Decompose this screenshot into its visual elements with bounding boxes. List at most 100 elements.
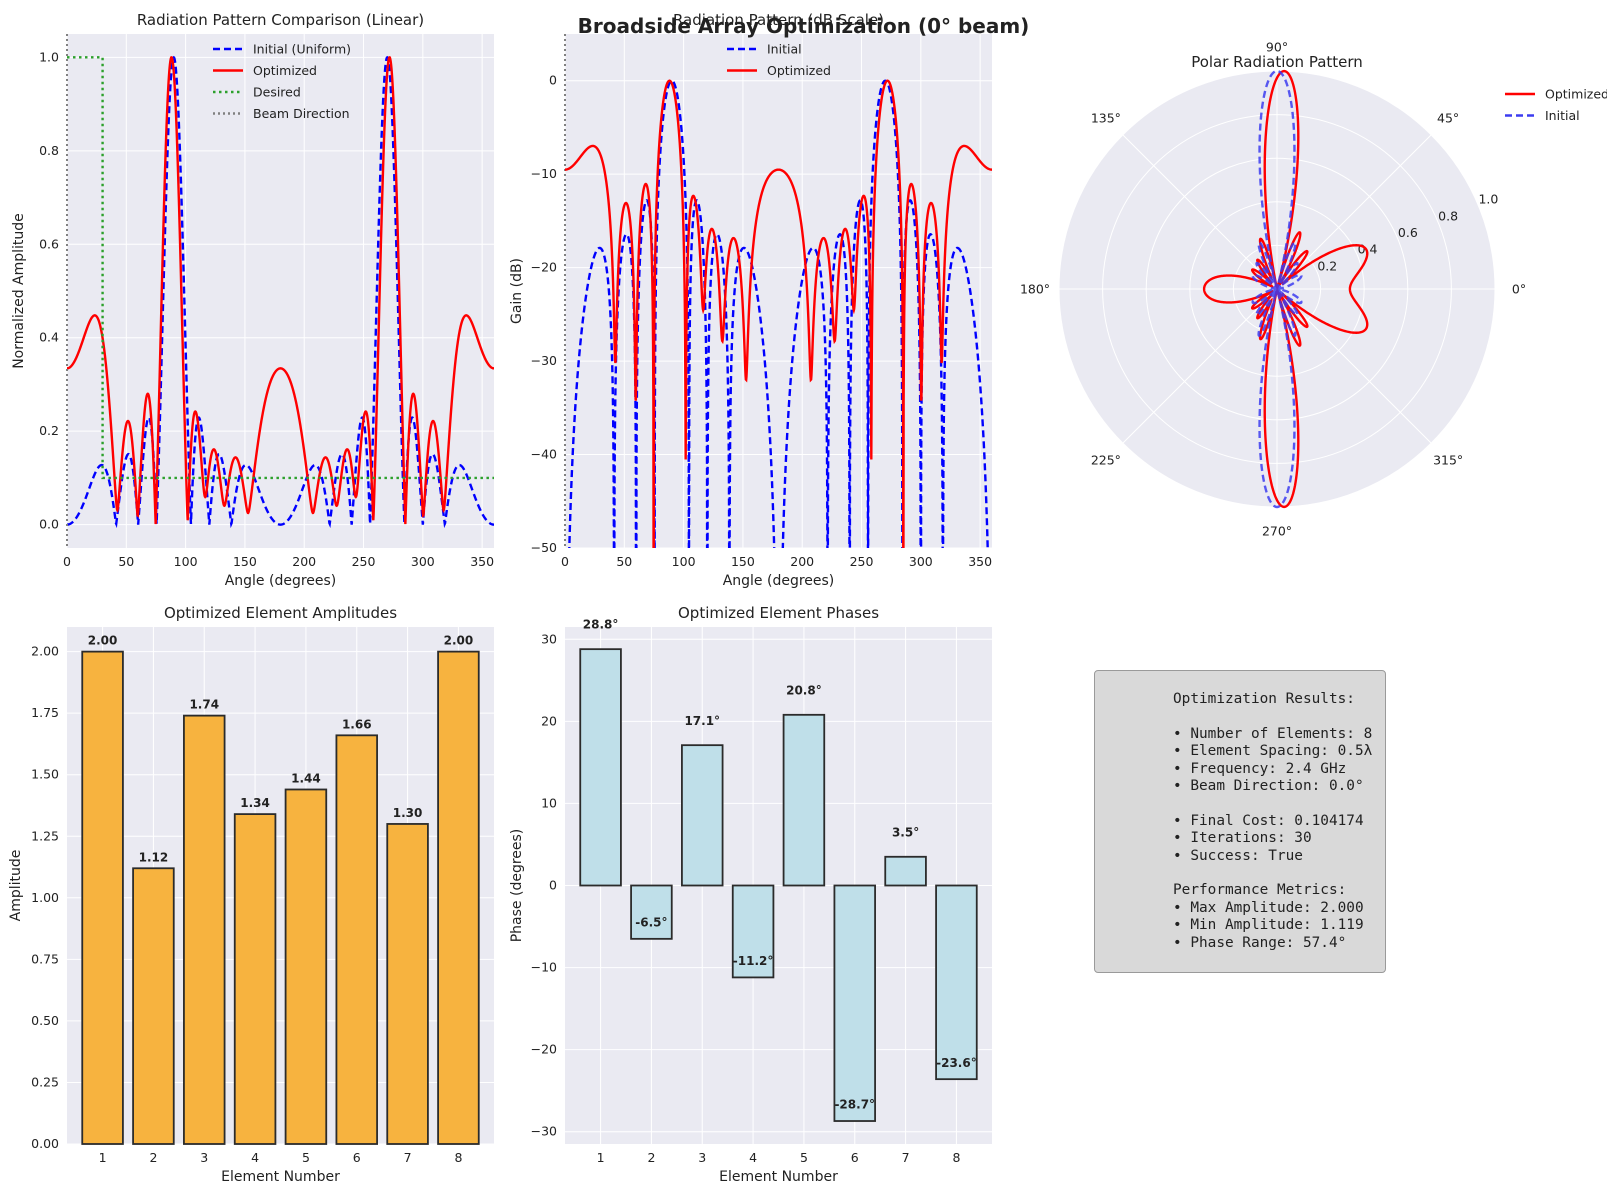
amps-ytick-label: 1.00 (31, 890, 59, 905)
polar-r-label: 0.6 (1398, 225, 1418, 240)
phases-bar-label: -28.7° (834, 1098, 875, 1112)
amps-xtick-label: 1 (99, 1150, 107, 1165)
polar-angle-label: 180° (1020, 282, 1050, 297)
linear-series-initial (67, 55, 494, 529)
phases-bar (681, 744, 724, 887)
linear-ytick-label: 0.0 (39, 517, 59, 532)
db-title: Radiation Pattern (dB Scale) (673, 11, 884, 29)
amps-bar (437, 650, 480, 1145)
phases-bar (782, 713, 826, 887)
amps-bar (132, 867, 175, 1145)
linear-xlabel: Angle (degrees) (225, 573, 337, 589)
phases-ytick-label: 30 (541, 631, 557, 646)
db-xtick-label: 300 (909, 554, 933, 569)
db-ytick-label: −20 (531, 260, 557, 275)
amps-ytick-label: 2.00 (31, 644, 59, 659)
polar-angle-label: 90° (1266, 40, 1288, 55)
polar-angle-label: 270° (1262, 524, 1292, 539)
phases-ytick-label: 10 (541, 795, 557, 810)
amps-bar-label: 1.74 (189, 698, 219, 712)
linear-xtick-label: 300 (411, 554, 435, 569)
phases-xtick-label: 8 (952, 1150, 960, 1165)
phases-xtick-label: 7 (902, 1150, 910, 1165)
phases-bar (579, 648, 622, 887)
db-plot-area (565, 34, 992, 548)
phases-bar (884, 855, 927, 887)
linear-xtick-label: 350 (470, 554, 494, 569)
linear-ytick-label: 1.0 (39, 49, 59, 64)
db-xtick-label: 0 (561, 554, 569, 569)
polar-legend-label: Optimized (1545, 87, 1607, 102)
phases-xlabel: Element Number (719, 1169, 838, 1185)
phases-ylabel: Phase (degrees) (509, 829, 525, 943)
db-ytick-label: −50 (531, 540, 557, 555)
phases-bar (935, 884, 978, 1081)
polar-angle-label: 0° (1512, 282, 1526, 297)
amps-ytick-label: 1.75 (31, 705, 59, 720)
amps-xtick-label: 2 (149, 1150, 157, 1165)
amps-bar-label: 1.12 (139, 850, 169, 864)
phases-bar (731, 884, 775, 979)
amps-bar-label: 2.00 (88, 634, 118, 648)
polar-agrid (1276, 134, 1432, 290)
db-axes: 0 50 100 150 200 250 300 350 0 −10 −20 −30 −40 −50 Rad… (509, 11, 992, 589)
phases-bar (833, 884, 876, 1122)
db-xlabel: Angle (degrees) (723, 573, 835, 589)
phases-ytick-label: −30 (531, 1124, 557, 1139)
db-ytick-label: 0 (549, 73, 557, 88)
amps-xtick-label: 8 (454, 1150, 462, 1165)
db-legend-label: Initial (767, 42, 802, 57)
phases-ytick-label: 20 (541, 713, 557, 728)
linear-xtick-label: 50 (118, 554, 134, 569)
amps-bar-label: 2.00 (444, 634, 474, 648)
db-ytick-label: −30 (531, 353, 557, 368)
polar-agrid (1122, 288, 1278, 444)
phases-xtick-label: 1 (597, 1150, 605, 1165)
linear-ytick-label: 0.8 (39, 143, 59, 158)
amps-ytick-label: 1.50 (31, 767, 59, 782)
linear-xtick-label: 100 (174, 554, 198, 569)
db-xtick-label: 50 (616, 554, 632, 569)
phases-bar-label: 17.1° (684, 714, 720, 728)
linear-xtick-label: 250 (352, 554, 376, 569)
optimization-results-box: Optimization Results: • Number of Elemen… (1094, 670, 1386, 973)
amps-bar (386, 823, 429, 1145)
amps-bar-label: 1.30 (393, 806, 423, 820)
amps-bar-label: 1.66 (342, 717, 372, 731)
db-ytick-label: −10 (531, 166, 557, 181)
polar-agrid (1276, 288, 1432, 444)
polar-r-label: 0.2 (1317, 258, 1337, 273)
db-xtick-label: 150 (731, 554, 755, 569)
linear-ytick-label: 0.2 (39, 423, 59, 438)
linear-title: Radiation Pattern Comparison (Linear) (137, 11, 424, 29)
linear-ylabel: Normalized Amplitude (11, 213, 27, 369)
phases-xtick-label: 4 (749, 1150, 757, 1165)
linear-legend-label: Initial (Uniform) (253, 42, 351, 57)
db-xtick-label: 100 (672, 554, 696, 569)
amps-xtick-label: 4 (251, 1150, 259, 1165)
linear-legend-label: Beam Direction (253, 106, 350, 121)
phases-xtick-label: 2 (647, 1150, 655, 1165)
polar-title: Polar Radiation Pattern (1191, 53, 1363, 71)
amps-bar (335, 734, 378, 1145)
phases-bar-label: -6.5° (635, 915, 667, 929)
phases-xtick-label: 6 (851, 1150, 859, 1165)
db-ytick-label: −40 (531, 447, 557, 462)
polar-angle-label: 135° (1091, 110, 1121, 125)
linear-xtick-label: 150 (233, 554, 257, 569)
polar-angle-label: 315° (1433, 453, 1463, 468)
phases-xtick-label: 3 (698, 1150, 706, 1165)
polar-series-initial (1251, 69, 1303, 509)
figure-suptitle: Broadside Array Optimization (0° beam) (577, 14, 1030, 38)
polar-r-label: 0.8 (1438, 208, 1458, 223)
linear-xtick-label: 0 (63, 554, 71, 569)
db-xtick-label: 350 (968, 554, 992, 569)
linear-ytick-label: 0.6 (39, 236, 59, 251)
phases-axes: 30 20 10 0 −10 −20 −30 1 2 3 4 5 6 7 8 Optimized Elemen… (509, 604, 992, 1185)
phases-bar-label: 28.8° (583, 618, 619, 632)
polar-angle-label: 225° (1091, 453, 1121, 468)
amps-ytick-label: 0.75 (31, 951, 59, 966)
phases-bar-label: 3.5° (892, 825, 919, 839)
amps-ylabel: Amplitude (8, 850, 24, 922)
